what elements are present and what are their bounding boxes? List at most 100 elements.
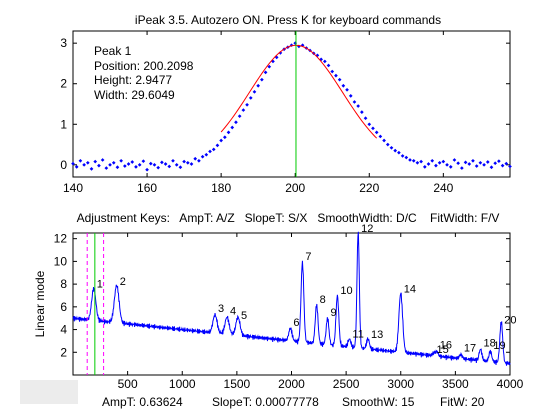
adjustment-keys-line: Adjustment Keys: AmpT: A/Z SlopeT: S/X S… — [77, 211, 500, 225]
upper-plot-frame — [72, 30, 511, 178]
data-point — [197, 158, 201, 163]
lower-x-tick-label: 2500 — [333, 377, 360, 391]
peak-info-label: Peak 1 — [94, 44, 132, 58]
data-point — [204, 152, 209, 157]
data-point — [322, 59, 327, 64]
lower-x-tick-label: 2000 — [278, 377, 305, 391]
data-point — [226, 130, 231, 135]
data-point — [78, 158, 83, 163]
lower-y-tick-label: 12 — [54, 232, 68, 246]
status-panel-box — [20, 380, 78, 404]
data-point — [474, 164, 479, 168]
peak-label: 4 — [230, 305, 236, 317]
data-point — [211, 147, 216, 152]
data-point — [460, 166, 464, 170]
data-point — [182, 159, 186, 164]
lower-plot[interactable]: 500 1000 1500 2000 2500 3000 3500 400024681012 … — [33, 223, 524, 391]
data-point — [352, 100, 357, 104]
lower-y-tick-label: 4 — [60, 323, 67, 337]
upper-x-tick-label: 140 — [63, 181, 83, 195]
data-point — [404, 155, 409, 160]
data-point — [419, 159, 423, 164]
lower-y-axis-label: Linear mode — [33, 270, 47, 337]
lower-x-tick-label: 3000 — [387, 377, 414, 391]
data-point — [360, 110, 364, 114]
data-point — [185, 160, 190, 165]
data-point — [497, 159, 501, 164]
data-point — [397, 150, 401, 155]
peak-label: 7 — [305, 251, 311, 263]
data-point — [485, 160, 490, 164]
data-point — [422, 165, 427, 169]
peak-label: 9 — [331, 307, 337, 319]
data-point — [445, 162, 449, 167]
data-point — [389, 145, 394, 150]
upper-y-tick-label: 2 — [60, 77, 67, 91]
data-point — [82, 162, 86, 167]
peak-label: 19 — [493, 340, 505, 352]
peak-info-block: Peak 1 Position: 200.2098 Height: 2.9477… — [94, 44, 194, 102]
data-point — [134, 165, 138, 169]
data-point — [489, 165, 494, 170]
peak-info-position: Position: 200.2098 — [94, 59, 194, 73]
data-point — [163, 162, 168, 166]
data-point — [104, 166, 109, 170]
data-point — [448, 165, 453, 169]
upper-y-tick-label: 0 — [60, 158, 67, 172]
data-point — [156, 165, 161, 170]
data-point — [171, 158, 175, 163]
peak-label: 12 — [361, 223, 373, 235]
data-point — [200, 154, 205, 159]
status-ampt: AmpT: 0.63624 — [102, 395, 183, 409]
peak-label: 2 — [120, 276, 126, 288]
lower-x-tick-label: 1000 — [169, 377, 196, 391]
data-point — [119, 158, 123, 163]
data-point — [245, 102, 249, 107]
data-point — [189, 162, 194, 166]
data-point — [89, 167, 94, 171]
data-point — [471, 158, 475, 163]
data-point — [482, 162, 486, 167]
lower-y-tick-label: 6 — [60, 300, 67, 314]
data-point — [430, 158, 435, 163]
lower-x-tick-label: 4000 — [497, 377, 524, 391]
lower-x-tick-label: 3500 — [442, 377, 469, 391]
data-point — [178, 165, 183, 170]
data-point — [126, 162, 131, 166]
peak-label: 16 — [440, 339, 452, 351]
data-point — [434, 163, 438, 168]
window-title: iPeak 3.5. Autozero ON. Press K for keyb… — [135, 13, 441, 27]
data-point — [223, 135, 227, 140]
data-point — [267, 64, 272, 69]
data-point — [93, 159, 98, 164]
upper-y-tick-label: 1 — [60, 117, 67, 131]
data-point — [263, 70, 268, 75]
peak-label: 14 — [404, 284, 416, 296]
data-point — [219, 138, 223, 143]
data-point — [326, 63, 331, 68]
data-point — [345, 87, 349, 92]
status-fitw: FitW: 20 — [440, 395, 485, 409]
data-point — [378, 134, 383, 139]
data-point — [463, 160, 468, 165]
data-point — [452, 158, 457, 162]
data-point — [137, 162, 142, 167]
data-point — [467, 162, 472, 166]
gaussian-fit-line — [220, 44, 378, 139]
data-point — [130, 160, 135, 164]
data-point — [260, 77, 264, 82]
upper-plot[interactable]: 140 160 180 200 220 240 0 1 2 3 Peak 1 Position: … — [60, 30, 512, 195]
upper-x-tick-label: 240 — [433, 181, 453, 195]
data-point — [256, 83, 261, 88]
peak-label: 11 — [352, 329, 363, 341]
lower-x-tick-label: 500 — [118, 377, 138, 391]
data-point — [382, 138, 386, 143]
cursor-lines — [86, 233, 105, 375]
lower-x-tick-label: 1500 — [224, 377, 251, 391]
data-point — [167, 164, 172, 169]
data-point — [411, 158, 416, 163]
peak-label: 13 — [371, 329, 383, 341]
peak-label: 18 — [484, 337, 496, 349]
data-point — [500, 163, 505, 168]
